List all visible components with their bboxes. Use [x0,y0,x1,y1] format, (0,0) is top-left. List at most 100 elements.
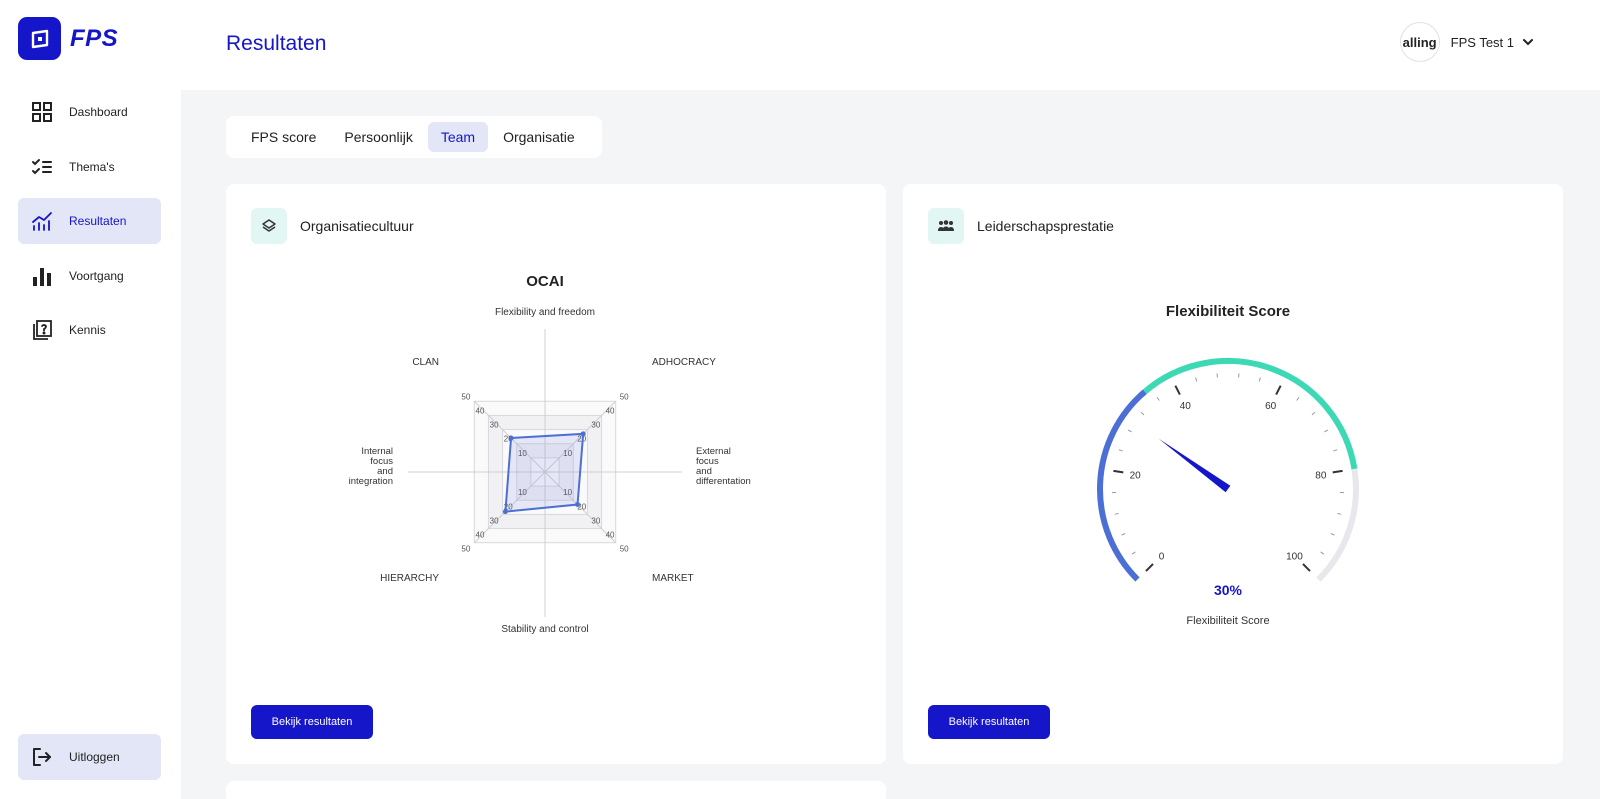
radar-axis-top: Flexibility and freedom [495,307,595,318]
gauge-minor-tick [1118,449,1123,452]
radar-corner-clan: CLAN [412,357,439,368]
radar-corner-market: MARKET [652,573,694,584]
gauge-tick-label: 80 [1315,470,1327,481]
radar-axis-right-line: and [696,466,712,477]
gauge-minor-tick [1195,377,1198,382]
sidebar-item-label: Thema's [69,159,115,174]
culture-card: Organisatiecultuur OCAI Flexibility and … [226,184,886,764]
gauge-minor-tick [1311,411,1316,416]
sidebar-item-label: Dashboard [69,105,128,119]
radar-point-market [575,502,581,508]
gauge-major-tick [1174,385,1181,396]
radar-axis-bottom: Stability and control [501,624,588,635]
sidebar-item-label: Resultaten [69,214,127,228]
sidebar: FPS Dashboard Thema's [0,0,181,799]
culture-card-header: Organisatiecultuur [251,208,414,244]
radar-tick-label: 30 [490,421,499,430]
result-tabs: FPS score Persoonlijk Team Organisatie [226,116,602,158]
radar-tick-label: 50 [620,392,629,401]
gauge-minor-tick [1114,512,1119,515]
radar-tick-label: 20 [577,502,586,511]
radar-corner-adhocracy: ADHOCRACY [652,357,716,368]
tab-fps-score[interactable]: FPS score [251,129,317,145]
app-logo[interactable]: FPS [18,17,118,60]
radar-axis-diagonal [473,471,546,544]
leadership-card-header: Leiderschapsprestatie [928,208,1114,244]
gauge-band [1097,389,1147,582]
gauge-major-tick [1145,563,1154,572]
radar-point-adhocracy [580,431,586,437]
gauge-minor-tick [1333,449,1338,452]
logout-button[interactable]: Uitloggen [18,734,161,780]
logo-text: FPS [70,24,119,52]
help-book-icon [30,318,54,342]
tab-persoonlijk[interactable]: Persoonlijk [344,129,413,145]
leadership-view-results-button[interactable]: Bekijk resultaten [928,705,1050,739]
chart-icon [30,209,54,233]
radar-tick-label: 40 [476,531,485,540]
radar-tick-label: 50 [461,545,470,554]
radar-title: OCAI [526,273,564,290]
gauge-minor-tick [1131,551,1136,555]
radar-tick-label: 50 [461,392,470,401]
radar-series-area [504,432,585,513]
radar-axis-left-line: and [377,466,393,477]
culture-view-results-button[interactable]: Bekijk resultaten [251,705,373,739]
radar-axis-right-line: focus [696,456,719,467]
gauge-major-tick [1275,385,1282,396]
sidebar-item-resultaten[interactable]: Resultaten [18,198,161,244]
radar-tick-label: 30 [591,516,600,525]
sidebar-item-voortgang[interactable]: Voortgang [18,253,161,299]
gauge-band [1316,468,1359,582]
gauge-tick-label: 20 [1130,470,1142,481]
radar-tick-label: 10 [563,488,572,497]
user-menu[interactable]: alling FPS Test 1 [1399,22,1534,62]
sidebar-item-themas[interactable]: Thema's [18,144,161,190]
gauge-minor-tick [1330,533,1335,536]
tab-team[interactable]: Team [427,122,489,152]
radar-point-hierarchy [502,509,508,515]
radar-tick-label: 10 [518,449,527,458]
gauge-major-tick [1302,563,1311,572]
logout-label: Uitloggen [69,750,120,764]
sidebar-item-kennis[interactable]: Kennis [18,307,161,353]
gauge-minor-tick [1127,429,1132,433]
ocai-radar-chart: OCAI Flexibility and freedom Stability a… [349,273,751,635]
radar-tick-label: 20 [504,435,513,444]
radar-axis-left-line: Internal [361,446,393,457]
sidebar-nav: Dashboard Thema's Resultaten [18,89,161,362]
gauge-band [1142,358,1358,470]
radar-axis-right-line: External [696,446,731,457]
radar-corner-hierarchy: HIERARCHY [380,573,439,584]
radar-tick-label: 40 [606,531,615,540]
gauge-minor-tick [1121,533,1126,536]
gauge-tick-label: 40 [1180,401,1192,412]
tab-organisatie[interactable]: Organisatie [503,129,575,145]
gauge-tick-label: 0 [1159,551,1165,562]
next-card-partial [226,781,886,799]
gauge-value-text: 30% [1214,582,1243,598]
page-title: Resultaten [226,32,327,55]
radar-point-clan [508,435,514,441]
checklist-icon [30,155,54,179]
sidebar-item-dashboard[interactable]: Dashboard [18,89,161,135]
sidebar-item-label: Voortgang [69,268,124,283]
gauge-tick-label: 60 [1265,401,1277,412]
avatar: alling [1399,22,1440,62]
radar-axis-left-line: focus [370,456,393,467]
team-icon [928,208,964,244]
top-header: Resultaten alling FPS Test 1 [181,0,1600,90]
grid-icon [30,100,54,124]
flexibility-gauge-chart: Flexibiliteit Score 0 20 40 60 80 100 30% Fle… [1097,303,1359,627]
gauge-tick-label: 100 [1286,551,1303,562]
radar-tick-label: 30 [591,421,600,430]
radar-tick-label: 30 [490,516,499,525]
radar-tick-label: 10 [518,488,527,497]
gauge-needle [1158,438,1231,493]
gauge-minor-tick [1337,512,1342,515]
radar-axis-left-line: integration [349,476,393,487]
radar-axis-diagonal [544,471,617,544]
gauge-title: Flexibiliteit Score [1166,303,1290,320]
user-name: FPS Test 1 [1450,34,1514,50]
culture-card-title: Organisatiecultuur [300,218,414,234]
